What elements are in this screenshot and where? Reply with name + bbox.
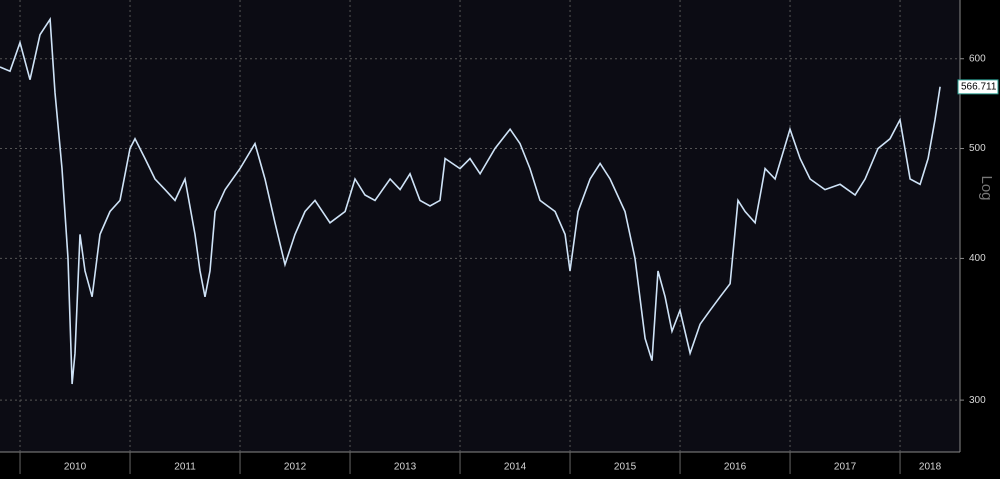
x-tick-label: 2013: [394, 462, 417, 473]
y-axis-label: Log: [978, 175, 995, 200]
value-tag-box: [957, 79, 999, 95]
x-tick-label: 2017: [834, 462, 857, 473]
y-tick-label: 600: [969, 53, 986, 64]
y-tick-label: 400: [969, 253, 986, 264]
x-tick-label: 2011: [174, 462, 196, 473]
x-tick-label: 2014: [504, 462, 527, 473]
y-tick-label: 300: [969, 395, 986, 406]
price-line: [0, 16, 941, 385]
x-tick-label: 2015: [614, 462, 637, 473]
x-tick-label: 2010: [64, 462, 87, 473]
x-tick-label: 2016: [724, 462, 747, 473]
value-tag: 566.711: [961, 81, 997, 92]
y-tick-label: 500: [969, 143, 986, 154]
x-tick-label: 2012: [284, 462, 307, 473]
plot-area: [0, 0, 960, 452]
x-tick-label: 2018: [919, 462, 942, 473]
